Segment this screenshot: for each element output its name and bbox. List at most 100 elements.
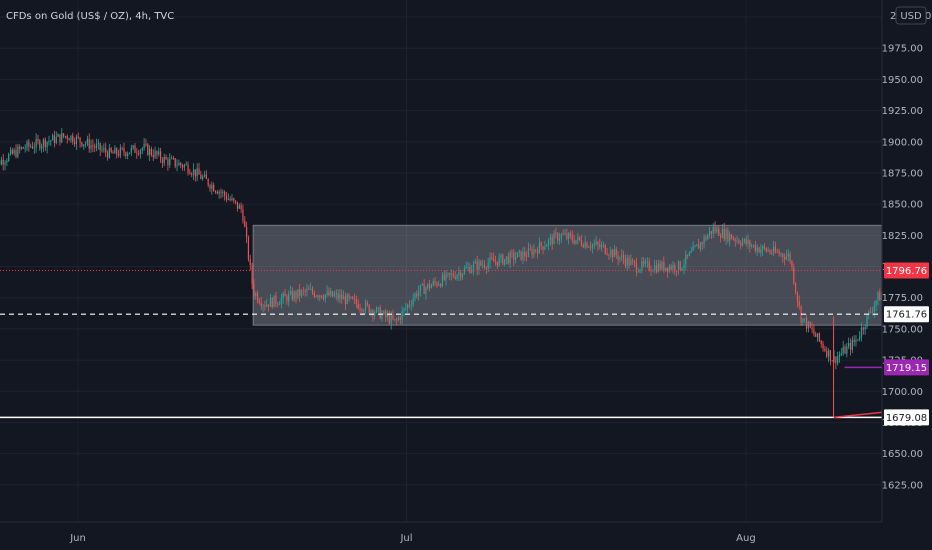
candle-body: [804, 318, 806, 320]
candle-body: [586, 242, 588, 248]
candle-body: [608, 254, 610, 256]
candle-body: [119, 147, 121, 156]
candle-body: [701, 242, 703, 244]
candle-body: [549, 237, 551, 240]
candle-body: [780, 253, 782, 255]
candle-body: [859, 336, 861, 340]
candle-body: [289, 291, 292, 295]
candle-body: [154, 151, 156, 158]
candle-body: [386, 315, 389, 317]
candle-body: [562, 234, 564, 236]
candle-body: [774, 246, 777, 252]
range-box[interactable]: [252, 224, 932, 326]
candle-body: [335, 293, 337, 295]
candle-body: [527, 248, 530, 257]
candle-body: [269, 298, 271, 307]
candle-body: [657, 263, 659, 272]
candle-body: [359, 308, 361, 310]
candle-body: [28, 141, 30, 147]
candle-body: [474, 261, 476, 264]
candle-body: [158, 151, 160, 155]
candle-body: [187, 164, 189, 173]
candle-body: [33, 147, 35, 149]
candle-body: [454, 276, 456, 279]
candle-body: [121, 147, 123, 149]
y-tick-label: 1975.00: [882, 44, 923, 55]
candle-body: [447, 272, 449, 274]
candle-body: [703, 237, 705, 244]
candle-body: [441, 274, 444, 287]
x-tick-label: Aug: [736, 533, 756, 544]
x-tick-label: Jul: [399, 533, 412, 544]
candle-body: [529, 248, 531, 250]
candle-body: [430, 285, 433, 289]
candle-body: [258, 301, 261, 304]
candle-body: [213, 184, 215, 192]
candle-body: [663, 261, 665, 271]
candle-body: [868, 311, 870, 316]
candle-body: [423, 283, 425, 294]
price-label-box: [884, 306, 929, 323]
candle-body: [469, 266, 471, 273]
time-axis[interactable]: [0, 522, 932, 550]
candle-body: [191, 174, 193, 175]
candle-body: [68, 138, 70, 141]
candle-body: [4, 162, 6, 165]
candle-body: [654, 265, 656, 271]
candle-body: [879, 292, 881, 301]
candle-body: [315, 295, 317, 297]
candle-body: [134, 145, 136, 153]
candle-body: [163, 156, 165, 163]
candle-body: [507, 256, 509, 264]
candle-body: [566, 233, 568, 239]
candle-body: [785, 256, 788, 260]
candle-body: [256, 293, 259, 302]
symbol-title: CFDs on Gold (US$ / OZ), 4h, TVC: [6, 11, 174, 22]
candle-body: [584, 242, 586, 248]
candle-body: [604, 244, 606, 254]
candle-body: [791, 261, 793, 268]
candle-body: [795, 283, 797, 293]
candle-body: [194, 169, 196, 177]
candle-body: [147, 144, 149, 155]
candle-body: [207, 178, 209, 186]
candle-body: [723, 229, 725, 240]
candle-body: [24, 148, 26, 150]
candle-body: [491, 257, 493, 259]
candle-body: [443, 274, 445, 280]
candle-body: [273, 295, 275, 308]
candle-body: [568, 233, 570, 239]
candle-body: [635, 262, 637, 272]
candle-body: [108, 148, 110, 158]
candle-body: [346, 294, 348, 304]
candle-body: [619, 257, 621, 260]
candle-body: [829, 350, 831, 361]
candle-body: [553, 233, 555, 245]
candle-body: [809, 321, 811, 328]
candle-body: [227, 198, 229, 200]
candle-body: [244, 220, 246, 227]
candle-body: [211, 184, 213, 189]
candle-body: [597, 241, 599, 245]
candle-body: [674, 264, 676, 271]
candle-body: [198, 168, 200, 175]
candle-body: [31, 146, 34, 149]
candle-body: [621, 255, 623, 258]
candle-body: [70, 135, 72, 141]
y-tick-label: 1700.00: [882, 387, 923, 398]
candle-body: [871, 311, 874, 313]
candle-body: [383, 311, 385, 315]
candle-body: [692, 246, 694, 251]
candle-body: [169, 158, 171, 166]
candle-body: [59, 134, 61, 143]
candle-body: [719, 235, 722, 238]
candle-body: [683, 264, 685, 269]
candle-body: [105, 148, 107, 153]
candle-body: [255, 293, 257, 296]
currency-button[interactable]: USD: [895, 6, 927, 25]
candle-body: [655, 265, 658, 272]
y-tick-label: 1625.00: [882, 480, 923, 491]
candle-body: [765, 248, 767, 252]
candle-body: [218, 191, 220, 194]
